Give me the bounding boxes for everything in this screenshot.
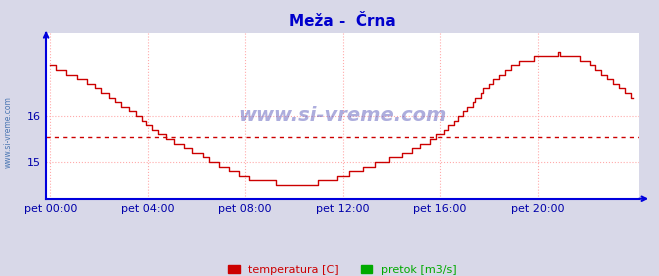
Text: www.si-vreme.com: www.si-vreme.com <box>239 107 447 125</box>
Legend: temperatura [C], pretok [m3/s]: temperatura [C], pretok [m3/s] <box>224 260 461 276</box>
Text: www.si-vreme.com: www.si-vreme.com <box>3 97 13 168</box>
Title: Meža -  Črna: Meža - Črna <box>289 14 396 29</box>
